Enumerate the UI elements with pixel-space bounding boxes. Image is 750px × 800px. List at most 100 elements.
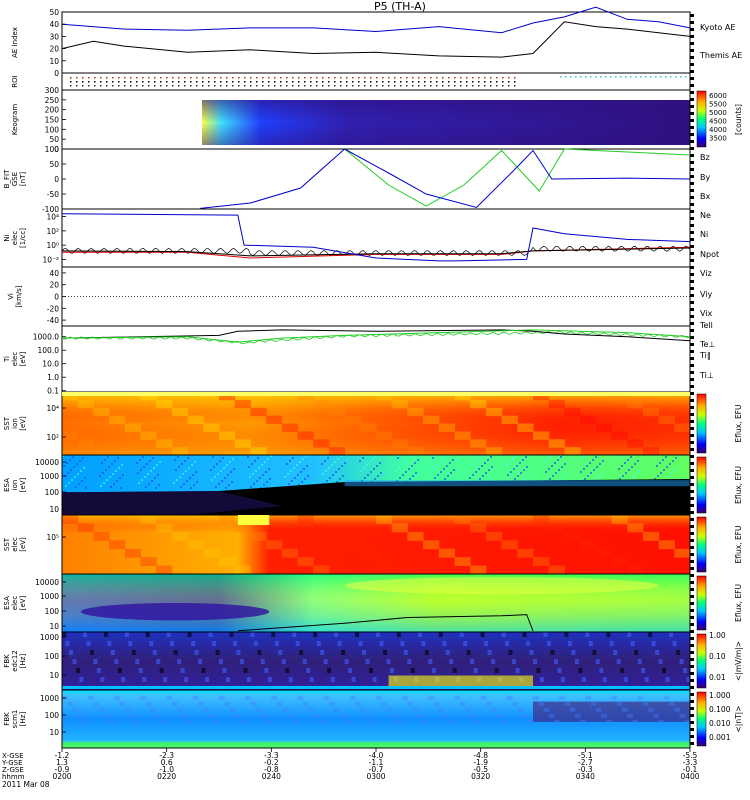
right-edge-tick (690, 609, 694, 612)
roi-dot (412, 77, 414, 79)
fbk-e-stripe (620, 668, 625, 673)
tick-z-gse: -0.9 (55, 765, 70, 774)
esa-ion-speckle (402, 474, 404, 476)
esa-ion-speckle (523, 469, 525, 471)
esa-ion-speckle (507, 474, 509, 476)
keogram-ytick: 50 (49, 135, 59, 144)
keogram-cbar-tick: 5000 (709, 109, 727, 117)
esa-ion-speckle (117, 457, 119, 459)
fbk-e-stripe (358, 641, 363, 646)
esa-ion-speckle (657, 475, 659, 477)
esa-ion-speckle (257, 457, 259, 459)
sst_ion-cell (438, 423, 455, 432)
temperature-series-0 (61, 329, 691, 342)
esa-ion-speckle (140, 469, 142, 471)
right-edge-tick (690, 707, 694, 710)
fbk-e-stripe (124, 632, 129, 637)
roi-dot (442, 77, 444, 79)
keogram-ytick: 250 (45, 96, 60, 105)
roi-dot (280, 81, 282, 83)
roi-dot (166, 81, 168, 83)
esa_ion-colorbar-label: Eflux, EFU (734, 466, 743, 504)
esa_ion-ytick: 10000 (35, 458, 59, 467)
fbk-b-stripe (637, 695, 644, 700)
fbk-e-stripe (539, 677, 544, 682)
esa-ion-speckle (565, 473, 567, 475)
tick-y-gse: -1.1 (369, 758, 384, 767)
sst_elec-cell (219, 515, 236, 524)
esa-ion-speckle (672, 460, 674, 462)
fbk-b-stripe (601, 713, 607, 718)
fbk-b-stripe (569, 707, 576, 712)
svg-text:FBK: FBK (3, 712, 11, 726)
esa-ion-speckle (366, 464, 368, 466)
fbk-e-stripe (271, 632, 276, 637)
right-edge-tick (690, 119, 694, 122)
right-edge-tick (690, 105, 694, 108)
roi-dot (442, 85, 444, 87)
tick-z-gse: -0.3 (578, 765, 593, 774)
sst_elec-cell (454, 557, 471, 567)
fbk-b-stripe (187, 719, 194, 724)
sst_ion-cell (328, 407, 346, 417)
roi-dot (310, 85, 312, 87)
esa-ion-speckle (471, 464, 473, 466)
roi-dot (142, 85, 144, 87)
right-edge-tick (690, 49, 694, 52)
esa-ion-speckle (143, 466, 145, 468)
esa-ion-speckle (562, 476, 564, 478)
roi-dot (196, 85, 198, 87)
fbk_e-colorbar-label: <|mV/m|> (734, 641, 743, 681)
right-edge-tick (690, 56, 694, 59)
fbk-e-stripe (114, 659, 119, 664)
roi-dot (286, 77, 288, 79)
fbk-b-stripe (658, 719, 665, 724)
roi-dot (268, 85, 270, 87)
fbk-e-stripe (623, 677, 628, 682)
esa-ion-speckle (592, 459, 594, 461)
fbk-b-stripe (653, 713, 659, 718)
tick-time: 0400 (680, 772, 699, 781)
fbk_b-colorbar-label: <|nT|> (734, 706, 743, 733)
esa-ion-speckle (510, 471, 512, 473)
esa-ion-speckle (322, 473, 324, 475)
esa-ion-speckle (602, 460, 604, 462)
sst_elec-cell (124, 548, 141, 558)
keogram-ytick: 150 (45, 116, 60, 125)
right-edge-tick (690, 511, 694, 514)
sst_elec-cell (344, 540, 361, 550)
sst_ion-cell (376, 431, 393, 440)
esa-ion-speckle (344, 462, 346, 464)
fbk-e-stripe (403, 650, 408, 655)
fbk-e-stripe (198, 659, 203, 664)
esa-ion-speckle (294, 477, 296, 479)
right-edge-tick (690, 238, 694, 241)
esa-ion-speckle (561, 466, 563, 468)
esa-ion-speckle (304, 478, 306, 480)
fbk-e-stripe (215, 650, 220, 655)
fbk-b-stripe (376, 695, 382, 700)
right-edge-tick (690, 637, 694, 640)
esa-ion-speckle (146, 463, 148, 465)
esa_elec-ytick: 1000 (40, 592, 59, 601)
esa-ion-speckle (325, 470, 327, 472)
esa-ion-speckle (264, 461, 266, 463)
fbk-e-stripe (264, 668, 269, 673)
fbk-b-stripe (543, 707, 550, 712)
esa-ion-speckle (596, 466, 598, 468)
esa-ion-speckle (119, 477, 121, 479)
right-edge-tick (690, 371, 694, 374)
esa-ion-speckle (101, 462, 103, 464)
fbk-e-stripe (86, 641, 91, 646)
esa-ion-speckle (108, 466, 110, 468)
esa-ion-speckle (176, 479, 178, 481)
fbk-b-stripe (553, 719, 560, 724)
roi-dot (268, 81, 270, 83)
fbk-e-yellow (388, 675, 533, 689)
roi-dot (190, 77, 192, 79)
esa_elec-colorbar-label: Eflux, EFU (734, 584, 743, 622)
esa-ion-speckle (147, 473, 149, 475)
fbk-b-stripe (674, 707, 680, 712)
fbk-e-stripe (613, 650, 618, 655)
velocity-frame (61, 266, 691, 327)
